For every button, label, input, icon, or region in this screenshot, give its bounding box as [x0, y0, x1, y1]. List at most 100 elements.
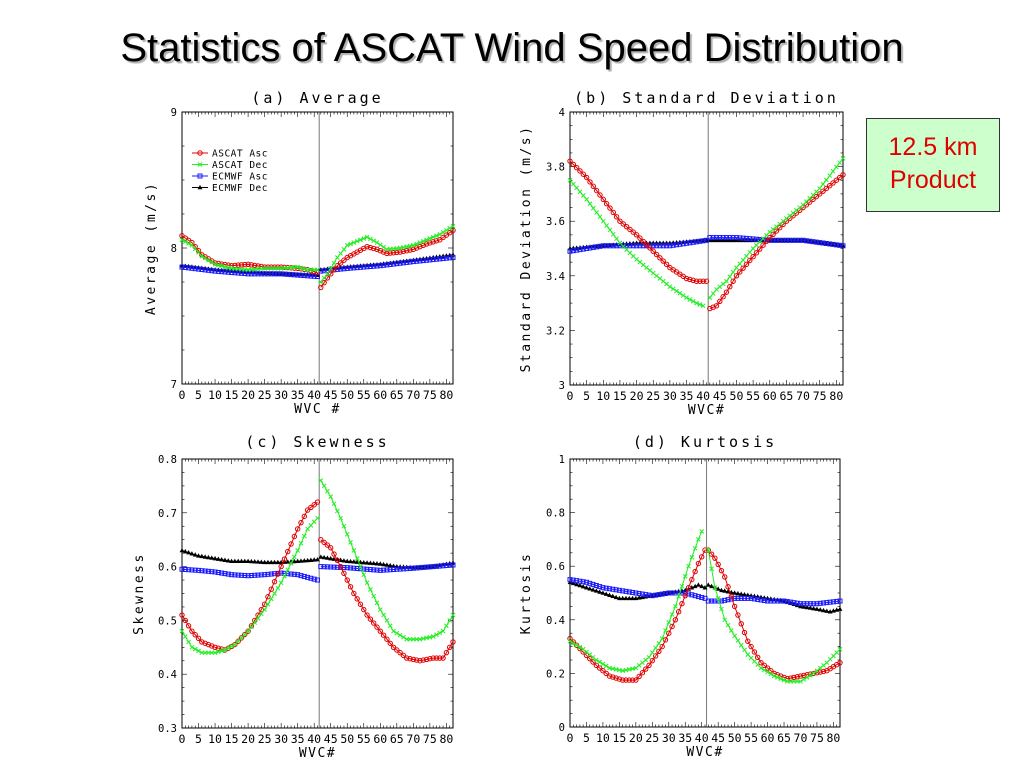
legend-marker	[197, 184, 203, 190]
data-point	[404, 248, 410, 254]
data-point	[735, 595, 741, 601]
data-point	[235, 638, 241, 644]
legend-label: ASCAT Dec	[212, 160, 268, 171]
data-point	[677, 290, 683, 296]
data-point	[620, 243, 626, 249]
data-point	[768, 598, 774, 604]
data-point	[596, 665, 603, 671]
data-point	[682, 573, 688, 579]
data-point	[262, 559, 268, 565]
data-point	[672, 590, 678, 596]
data-point	[189, 567, 195, 573]
data-point	[603, 670, 609, 677]
data-point	[222, 647, 228, 653]
x-tick-label: 5	[195, 732, 202, 746]
data-point	[791, 674, 797, 681]
data-point	[341, 266, 347, 272]
data-point	[390, 250, 397, 256]
data-point	[189, 551, 195, 556]
data-point	[179, 566, 185, 572]
data-point	[784, 599, 790, 605]
data-point	[804, 601, 810, 607]
x-tick-label: 70	[796, 389, 810, 403]
data-point	[574, 578, 580, 584]
data-point	[433, 238, 440, 244]
data-point	[249, 624, 254, 630]
x-tick-label: 60	[763, 389, 777, 403]
data-point	[640, 238, 646, 245]
data-point	[797, 673, 804, 679]
data-point	[430, 564, 436, 570]
data-point	[298, 519, 304, 526]
data-point	[600, 668, 606, 674]
data-point	[216, 262, 221, 268]
data-point	[192, 552, 198, 557]
data-point	[593, 588, 599, 593]
data-point	[680, 293, 686, 298]
data-point	[371, 567, 377, 573]
data-point	[407, 565, 413, 571]
x-tick-label: 45	[324, 388, 338, 402]
series-ecmwf-asc	[567, 235, 846, 254]
data-point	[567, 638, 573, 644]
data-point	[616, 595, 622, 601]
data-point	[281, 271, 287, 277]
data-point	[328, 266, 334, 271]
data-point	[597, 192, 603, 198]
data-point	[196, 250, 201, 255]
data-point	[590, 587, 596, 592]
series-line	[707, 549, 841, 680]
data-point	[728, 593, 735, 600]
data-point	[614, 236, 619, 242]
series-ascat-asc	[179, 499, 456, 664]
data-point	[761, 662, 767, 669]
data-point	[358, 237, 363, 243]
data-point	[781, 598, 787, 604]
data-point	[354, 238, 360, 244]
data-point	[597, 659, 602, 665]
data-point	[262, 271, 268, 277]
data-point	[593, 662, 600, 669]
data-point	[364, 560, 370, 565]
data-point	[692, 583, 698, 589]
data-point	[308, 273, 314, 279]
data-point	[232, 558, 238, 564]
data-point	[690, 239, 696, 245]
data-point	[341, 558, 347, 563]
data-point	[434, 233, 439, 239]
data-point	[255, 572, 261, 578]
data-point	[712, 555, 718, 561]
y-tick-label: 1	[559, 454, 565, 466]
data-point	[288, 541, 294, 547]
data-point	[567, 177, 573, 183]
data-point	[709, 598, 715, 604]
x-tick-label: 45	[324, 732, 338, 746]
data-point	[672, 617, 679, 623]
data-point	[377, 263, 383, 269]
data-point	[212, 650, 218, 656]
data-point	[633, 595, 639, 601]
data-point	[606, 673, 613, 679]
y-tick-label: 0.6	[158, 562, 177, 574]
data-point	[827, 599, 833, 605]
x-tick-label: 0	[567, 389, 574, 403]
data-point	[583, 174, 590, 181]
data-point	[747, 249, 753, 255]
x-tick-label: 35	[291, 388, 305, 402]
data-point	[587, 245, 593, 251]
data-point	[699, 554, 705, 560]
x-tick-label: 55	[746, 389, 760, 403]
data-point	[761, 667, 767, 673]
data-point	[694, 300, 699, 306]
data-point	[574, 247, 580, 253]
data-point	[248, 623, 255, 629]
data-point	[811, 605, 817, 611]
data-point	[367, 244, 374, 251]
data-point	[209, 259, 215, 265]
data-point	[219, 648, 225, 654]
data-point	[215, 570, 221, 576]
data-point	[387, 250, 393, 256]
data-point	[202, 255, 208, 261]
data-point	[723, 289, 730, 295]
data-point	[827, 241, 833, 247]
